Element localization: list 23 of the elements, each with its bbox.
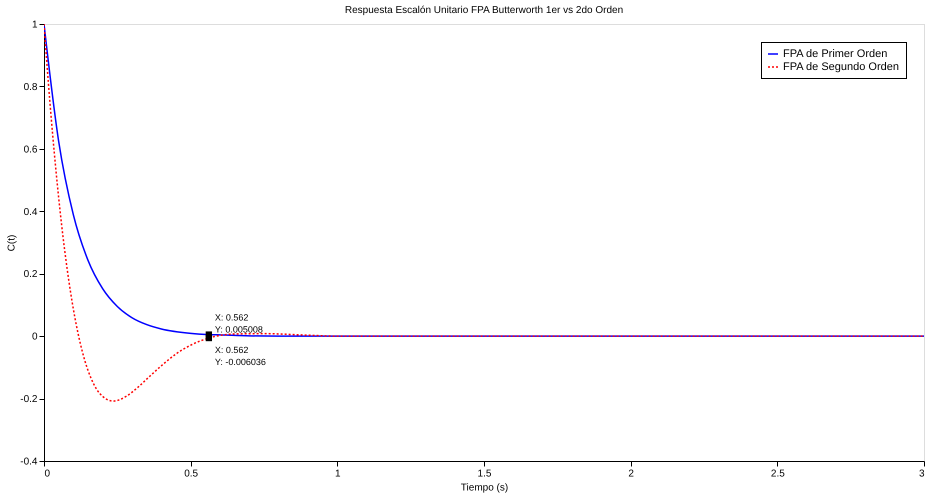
x-tick-label: 2.5 [770, 468, 786, 480]
legend-label: FPA de Segundo Orden [783, 61, 899, 73]
chart-title: Respuesta Escalón Unitario FPA Butterworth 1er vs 2do Orden [344, 5, 624, 16]
y-tick-label: 0.8 [24, 82, 38, 93]
x-tick-label: 0.5 [184, 468, 199, 480]
x-axis-title: Tiempo (s) [460, 482, 508, 494]
x-tick-label: 0 [44, 468, 50, 480]
x-tick-label: 2 [628, 468, 634, 480]
x-tick-label: 3 [918, 468, 925, 480]
x-tick-label: 1 [335, 468, 342, 480]
y-tick-label: -0.4 [20, 456, 38, 468]
annotation: X: 0.562 Y: 0.005008 [214, 312, 263, 335]
y-tick-label: 0.6 [24, 144, 38, 156]
annotation: X: 0.562 Y: -0.006036 [214, 345, 266, 368]
y-tick-label: -0.2 [20, 394, 38, 406]
x-tick-label: 1.5 [478, 468, 492, 480]
y-tick-label: 0 [32, 332, 38, 343]
y-axis-title: C(t) [6, 234, 18, 252]
y-tick-label: 0.4 [24, 206, 38, 218]
line-series [44, 24, 924, 402]
legend-label: FPA de Primer Orden [783, 48, 888, 60]
y-tick-label: 0.2 [24, 269, 38, 280]
y-tick-label: 1 [32, 20, 38, 30]
